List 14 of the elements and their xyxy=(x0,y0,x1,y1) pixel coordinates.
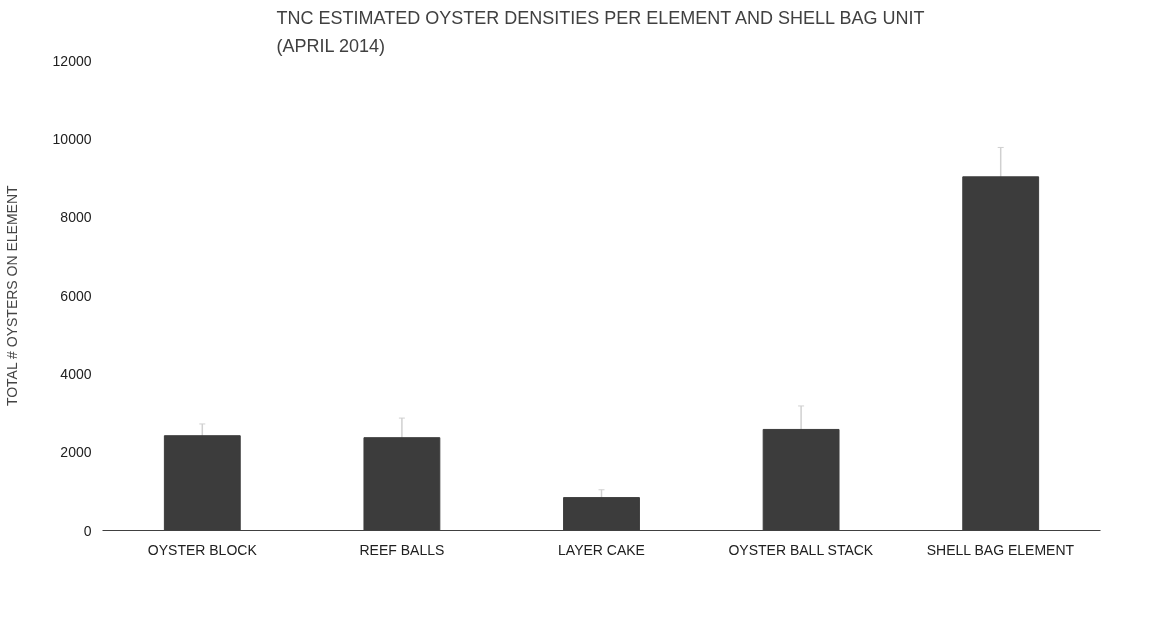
x-tick-label: REEF BALLS xyxy=(359,541,445,558)
y-tick-label: 0 xyxy=(83,522,92,539)
x-tick-label: OYSTER BLOCK xyxy=(147,541,258,558)
y-tick-label: 4000 xyxy=(60,365,92,382)
x-tick-label: OYSTER BALL STACK xyxy=(728,541,874,558)
chart-title: TNC ESTIMATED OYSTER DENSITIES PER ELEMENT AND SHELL BAG UNIT (APRIL 2014) xyxy=(276,7,925,56)
x-tick-label: LAYER CAKE xyxy=(558,541,645,558)
x-tick-label: SHELL BAG ELEMENT xyxy=(926,541,1075,558)
y-tick-label: 6000 xyxy=(60,287,92,304)
y-tick-label: 10000 xyxy=(52,130,92,147)
y-tick-label: 2000 xyxy=(60,444,92,461)
y-axis-title: TOTAL # OYSTERS ON ELEMENT xyxy=(3,184,20,407)
y-tick-label: 12000 xyxy=(52,52,92,69)
y-tick-label: 8000 xyxy=(60,209,92,226)
